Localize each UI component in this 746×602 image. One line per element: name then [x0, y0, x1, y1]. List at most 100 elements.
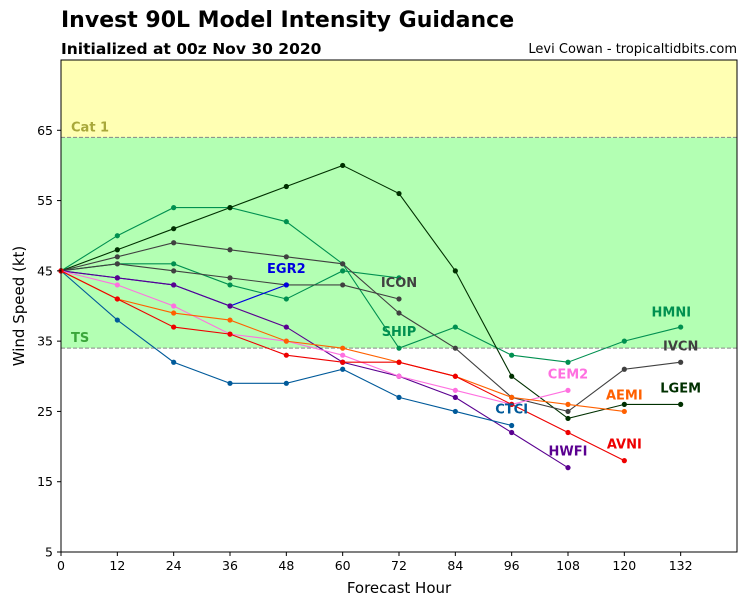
- series-point-hmni: [509, 352, 515, 358]
- series-point-ivcn: [283, 254, 289, 260]
- series-point-ship: [283, 296, 289, 302]
- series-point-avni: [565, 429, 571, 436]
- band-ts: [61, 137, 737, 349]
- series-point-ctci: [114, 317, 120, 323]
- series-point-lgem: [227, 205, 233, 211]
- y-tick-label: 35: [37, 334, 53, 349]
- series-label-ctci: CTCI: [495, 403, 528, 418]
- series-point-cem2: [171, 303, 177, 309]
- series-point-hwfi: [452, 394, 458, 400]
- series-point-aemi: [621, 408, 627, 415]
- series-point-ship: [340, 268, 346, 274]
- x-tick-label: 24: [166, 558, 182, 573]
- x-tick-label: 72: [391, 558, 407, 573]
- x-tick-label: 0: [57, 558, 65, 573]
- series-point-hwfi: [227, 303, 233, 309]
- series-point-hmni: [171, 205, 177, 211]
- x-tick-label: 84: [447, 558, 463, 573]
- series-point-hmni: [283, 219, 289, 225]
- series-point-icon: [227, 275, 233, 281]
- series-label-lgem: LGEM: [660, 381, 701, 396]
- chart-credit: Levi Cowan - tropicaltidbits.com: [528, 42, 737, 57]
- series-point-hwfi: [283, 324, 289, 330]
- series-point-aemi: [565, 401, 571, 407]
- series-point-icon: [340, 282, 346, 288]
- series-label-avni: AVNI: [607, 438, 642, 453]
- series-label-hwfi: HWFI: [549, 445, 588, 460]
- x-tick-label: 12: [109, 558, 125, 573]
- x-tick-label: 36: [222, 558, 238, 573]
- y-tick-label: 45: [37, 263, 53, 278]
- series-point-hwfi: [171, 282, 177, 288]
- series-label-ship: SHIP: [382, 325, 417, 340]
- series-label-aemi: AEMI: [606, 388, 643, 403]
- series-point-ivcn: [340, 261, 346, 267]
- x-tick-label: 108: [556, 558, 580, 573]
- series-point-ctci: [283, 380, 289, 386]
- chart-subtitle: Initialized at 00z Nov 30 2020: [61, 40, 322, 58]
- series-point-aemi: [509, 394, 515, 400]
- series-point-ivcn: [396, 310, 402, 316]
- series-label-cem2: CEM2: [548, 367, 588, 382]
- series-point-lgem: [621, 401, 627, 407]
- x-tick-label: 48: [278, 558, 294, 573]
- series-point-ctci: [227, 380, 233, 386]
- series-point-hmni: [678, 324, 684, 330]
- series-point-hmni: [621, 338, 627, 344]
- y-tick-label: 25: [37, 404, 53, 419]
- series-point-ship: [396, 275, 402, 281]
- series-label-icon: ICON: [381, 276, 417, 291]
- series-point-avni: [114, 296, 120, 302]
- series-label-ivcn: IVCN: [663, 339, 698, 354]
- series-point-cem2: [565, 387, 571, 393]
- series-line-hmni: [60, 207, 681, 363]
- band-cat-1: [61, 60, 737, 138]
- series-point-hmni: [452, 324, 458, 330]
- series-line-cem2: [60, 270, 569, 405]
- series-point-ivcn: [452, 345, 458, 351]
- series-point-hwfi: [509, 429, 515, 436]
- series-point-lgem: [171, 226, 177, 232]
- series-point-ctci: [452, 408, 458, 415]
- series-point-lgem: [283, 183, 289, 190]
- series-label-egr2: EGR2: [267, 262, 306, 277]
- series-point-lgem: [340, 162, 346, 169]
- y-axis-label: Wind Speed (kt): [10, 246, 28, 367]
- series-point-avni: [340, 359, 346, 365]
- series-line-lgem: [60, 164, 681, 420]
- series-point-ivcn: [114, 254, 120, 260]
- band-label-cat-1: Cat 1: [71, 120, 109, 135]
- x-tick-label: 60: [335, 558, 351, 573]
- series-point-lgem: [509, 373, 515, 379]
- series-point-avni: [509, 401, 515, 407]
- series-point-cem2: [114, 282, 120, 288]
- series-point-avni: [396, 359, 402, 365]
- series-point-avni: [171, 324, 177, 330]
- series-point-ivcn: [678, 359, 684, 365]
- series-point-icon: [114, 261, 120, 267]
- series-point-avni: [283, 352, 289, 358]
- series-point-lgem: [565, 415, 571, 422]
- series-point-cem2: [452, 387, 458, 393]
- series-point-ivcn: [227, 247, 233, 253]
- series-point-cem2: [340, 352, 346, 358]
- series-label-hmni: HMNI: [652, 306, 692, 321]
- series-point-avni: [621, 458, 627, 464]
- series-point-ivcn: [621, 366, 627, 372]
- series-point-egr2: [283, 282, 289, 288]
- series-point-ship: [171, 261, 177, 267]
- series-point-icon: [396, 296, 402, 302]
- series-point-aemi: [171, 310, 177, 316]
- x-tick-label: 120: [612, 558, 636, 573]
- series-point-lgem: [114, 247, 120, 253]
- y-tick-label: 55: [37, 193, 53, 208]
- y-tick-label: 15: [37, 474, 53, 489]
- x-tick-label: 132: [669, 558, 693, 573]
- series-point-aemi: [283, 338, 289, 344]
- series-point-aemi: [227, 317, 233, 323]
- series-point-avni: [452, 373, 458, 379]
- series-point-hwfi: [565, 465, 571, 471]
- series-point-hmni: [565, 359, 571, 365]
- series-point-hwfi: [114, 275, 120, 281]
- series-point-ctci: [396, 394, 402, 400]
